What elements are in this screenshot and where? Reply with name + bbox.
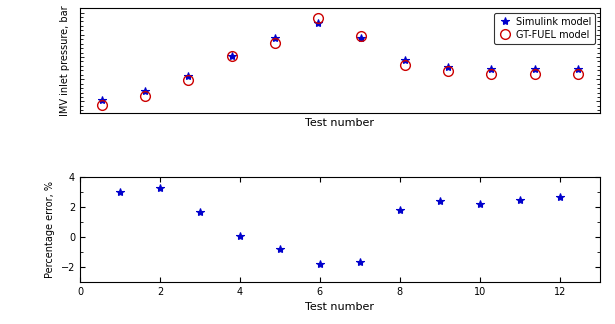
Simulink model	[98, 98, 105, 102]
GT-FUEL model	[401, 63, 408, 67]
Line: Simulink model: Simulink model	[97, 18, 582, 105]
Simulink model	[574, 67, 582, 71]
Simulink model	[314, 21, 322, 25]
Simulink model	[271, 36, 279, 40]
Simulink model	[488, 67, 495, 71]
GT-FUEL model	[271, 40, 279, 44]
Simulink model	[445, 65, 452, 69]
GT-FUEL model	[445, 70, 452, 74]
GT-FUEL model	[228, 54, 235, 58]
X-axis label: Test number: Test number	[305, 118, 375, 128]
GT-FUEL model	[574, 72, 582, 75]
X-axis label: Test number: Test number	[305, 302, 375, 312]
GT-FUEL model	[184, 78, 192, 82]
Simulink model	[184, 74, 192, 78]
GT-FUEL model	[531, 72, 538, 75]
Simulink model	[358, 36, 365, 40]
GT-FUEL model	[141, 94, 149, 98]
GT-FUEL model	[358, 34, 365, 38]
GT-FUEL model	[488, 72, 495, 75]
Simulink model	[228, 54, 235, 58]
Simulink model	[531, 67, 538, 71]
Y-axis label: IMV inlet pressure, bar: IMV inlet pressure, bar	[60, 5, 69, 116]
Line: GT-FUEL model: GT-FUEL model	[97, 13, 583, 110]
GT-FUEL model	[98, 103, 105, 107]
Simulink model	[141, 89, 149, 93]
Legend: Simulink model, GT-FUEL model: Simulink model, GT-FUEL model	[494, 13, 595, 44]
Y-axis label: Percentage error, %: Percentage error, %	[45, 181, 55, 278]
Simulink model	[401, 58, 408, 62]
GT-FUEL model	[314, 16, 322, 20]
